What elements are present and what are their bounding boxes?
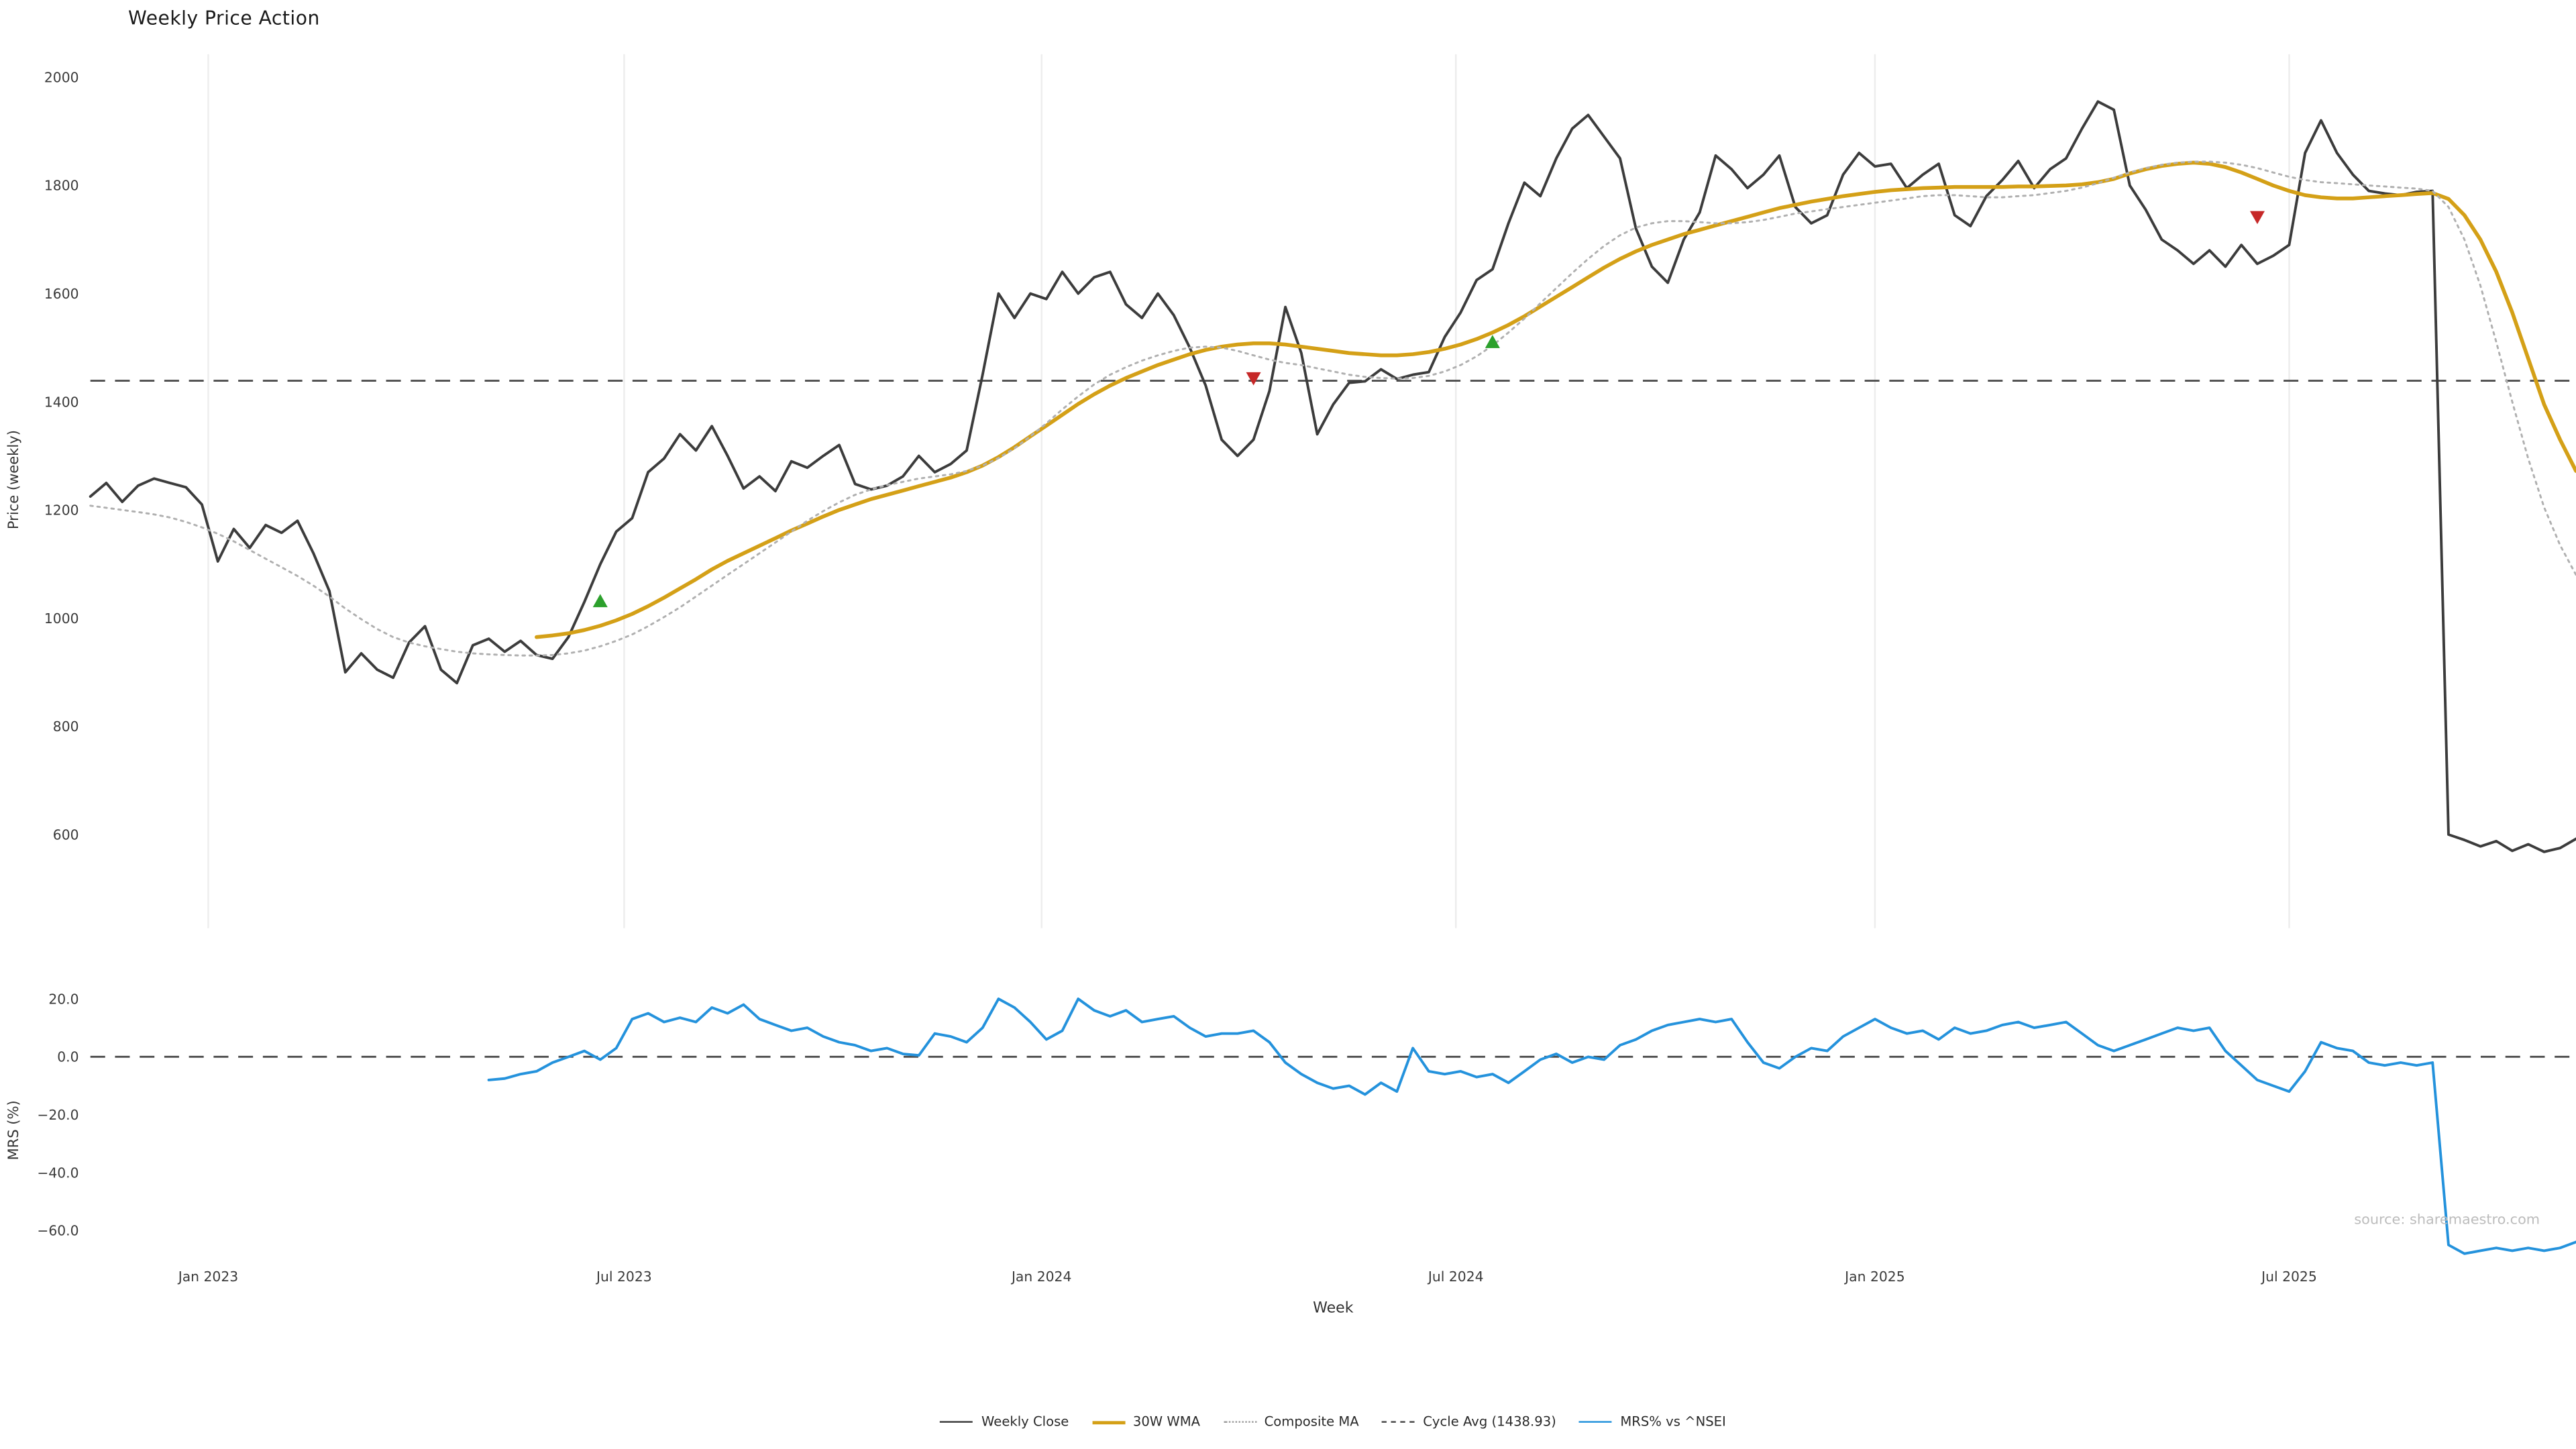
- price-ytick-label: 1400: [44, 394, 79, 410]
- legend-swatch-solid: [940, 1421, 973, 1423]
- sell-signal-marker: [2249, 211, 2265, 225]
- series-weekly-close: [89, 100, 2576, 853]
- xtick-label: Jan 2025: [1843, 1269, 1904, 1285]
- legend-label: 30W WMA: [1132, 1414, 1201, 1430]
- x-axis-label: Week: [1313, 1301, 1354, 1318]
- price-ytick-label: 1600: [44, 286, 79, 302]
- xtick-label: Jan 2023: [177, 1269, 238, 1285]
- legend-label: Cycle Avg (1438.93): [1423, 1414, 1556, 1430]
- xtick-label: Jul 2025: [2260, 1269, 2317, 1285]
- series-mrs-vs-nsei: [487, 998, 2576, 1255]
- legend-item-cycle-avg-1438-93: Cycle Avg (1438.93): [1382, 1415, 1556, 1430]
- price-axis-label: Price (weekly): [6, 430, 23, 530]
- legend-label: MRS% vs ^NSEI: [1620, 1414, 1726, 1430]
- xtick-label: Jul 2023: [595, 1269, 652, 1285]
- xtick-label: Jan 2024: [1010, 1269, 1071, 1285]
- price-ytick-label: 1200: [44, 502, 79, 519]
- mrs-ytick-label: −40.0: [37, 1165, 78, 1181]
- source-note: source: sharemaestro.com: [2354, 1212, 2540, 1229]
- price-ytick-label: 1000: [44, 610, 79, 627]
- price-ytick-label: 2000: [44, 69, 79, 85]
- mrs-ytick-label: −60.0: [37, 1223, 78, 1239]
- legend-swatch-dotted: [1223, 1421, 1256, 1423]
- price-ytick-label: 1800: [44, 178, 79, 194]
- page-title: Weekly Price Action: [128, 6, 320, 30]
- legend-swatch-dashed: [1382, 1421, 1415, 1423]
- legend-swatch-solid: [1579, 1421, 1613, 1423]
- series-30w-wma: [535, 160, 2576, 639]
- price-ytick-label: 600: [53, 826, 79, 843]
- mrs-ytick-label: 20.0: [48, 991, 78, 1007]
- chart-legend: Weekly Close 30W WMA Composite MA Cycle Avg…: [91, 1415, 2576, 1430]
- buy-signal-marker: [1485, 335, 1500, 348]
- legend-item-30w-wma: 30W WMA: [1091, 1414, 1201, 1430]
- price-ytick-label: 800: [53, 718, 79, 735]
- legend-item-mrs-vs-nsei: MRS% vs ^NSEI: [1579, 1415, 1726, 1430]
- legend-swatch-solid: [1091, 1420, 1125, 1424]
- xtick-label: Jul 2024: [1427, 1269, 1484, 1285]
- legend-label: Weekly Close: [981, 1414, 1069, 1430]
- legend-label: Composite MA: [1264, 1414, 1359, 1430]
- legend-item-weekly-close: Weekly Close: [940, 1414, 1069, 1430]
- legend-item-composite-ma: Composite MA: [1223, 1414, 1359, 1430]
- buy-signal-marker: [592, 594, 608, 608]
- mrs-ytick-label: 0.0: [57, 1049, 78, 1065]
- mrs-axis-label: MRS (%): [6, 1100, 23, 1161]
- series-composite-ma: [89, 160, 2576, 657]
- sell-signal-marker: [1246, 372, 1261, 386]
- mrs-ytick-label: −20.0: [37, 1107, 78, 1123]
